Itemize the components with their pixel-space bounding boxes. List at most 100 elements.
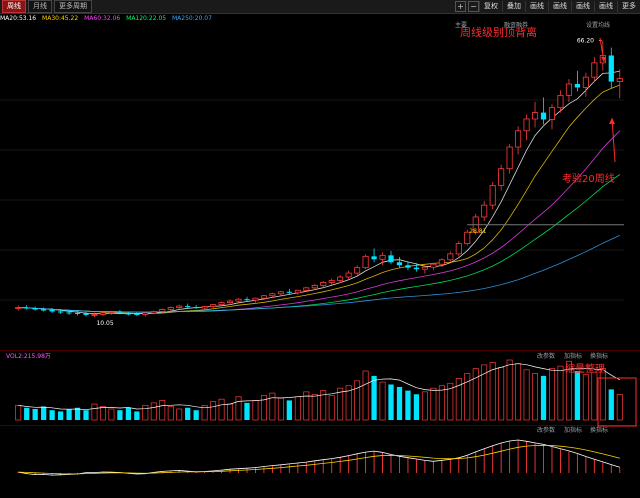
volume-bar	[362, 370, 369, 421]
macd-dea-line	[18, 444, 620, 475]
volume-bar	[210, 401, 217, 421]
candle-body	[582, 76, 589, 88]
volume-bar	[472, 368, 479, 421]
candle-body	[548, 107, 556, 120]
macd-dif-line	[18, 439, 620, 476]
toolbar-item-draw-4[interactable]: 画线	[594, 1, 617, 12]
volume-bar	[125, 407, 132, 420]
volume-bar	[252, 400, 259, 421]
candle-body	[277, 291, 284, 295]
annotation-top-divergence: 周线级别顶背离	[460, 25, 537, 39]
candle-body	[498, 168, 505, 186]
ma-legend-60: MA60:32.06	[84, 15, 121, 22]
candle-body	[150, 311, 157, 314]
candle-body	[176, 305, 183, 308]
volume-bar	[260, 395, 267, 421]
candle-body	[438, 259, 445, 265]
volume-bar	[464, 373, 471, 421]
tab-monthly[interactable]: 月线	[28, 0, 52, 13]
volume-bar	[532, 373, 539, 421]
ma-line-60	[18, 235, 620, 313]
volume-bar	[371, 375, 377, 420]
annotation-arrowhead-ma20	[609, 118, 615, 124]
candle-body	[32, 308, 38, 310]
volume-bar	[582, 374, 589, 421]
tab-more-periods[interactable]: 更多周期	[54, 0, 92, 13]
candle-body	[447, 253, 454, 261]
candle-body	[430, 263, 437, 268]
volume-bar	[159, 400, 166, 421]
toolbar-item-draw-3[interactable]: 画线	[571, 1, 594, 12]
ma-legend-30: MA30:45.22	[42, 15, 79, 22]
candle-body	[345, 272, 352, 278]
volume-bar	[193, 410, 199, 420]
volume-bar	[557, 365, 564, 421]
volume-bar	[286, 400, 292, 420]
candle-body	[244, 299, 250, 301]
volume-bar	[108, 408, 115, 421]
volume-control-params: 改参数	[537, 352, 555, 360]
volume-bar	[41, 406, 47, 420]
annotation-arrowhead-divergence	[601, 57, 606, 62]
volume-bar	[176, 408, 183, 421]
ma-line-5	[18, 70, 620, 315]
candle-body	[303, 287, 310, 291]
candle-body	[405, 265, 411, 268]
toolbar-item-overlay[interactable]: 叠加	[502, 1, 525, 12]
macd-control-add: 加指标	[564, 426, 582, 434]
volume-bar	[167, 406, 174, 421]
candle-body	[379, 254, 386, 260]
volume-bar	[218, 398, 225, 421]
candle-body	[320, 282, 327, 286]
zoom-in-button[interactable]: +	[455, 1, 466, 12]
candle-body	[252, 297, 259, 301]
overlay-label-main: 主要	[455, 21, 467, 29]
candle-body	[354, 267, 361, 274]
toolbar-item-draw-2[interactable]: 画线	[548, 1, 571, 12]
top-toolbar: 周线 月线 更多周期 + − 复权 叠加 画线 画线 画线 画线 更多	[0, 0, 640, 14]
toolbar-item-draw-1[interactable]: 画线	[525, 1, 548, 12]
candle-body	[371, 256, 377, 260]
candle-body	[311, 284, 318, 289]
ma-line-20	[18, 130, 621, 313]
volume-bar	[320, 390, 327, 421]
volume-bar	[515, 363, 522, 421]
panel-divider-volume	[0, 425, 640, 426]
volume-bar	[599, 368, 606, 421]
volume-bar	[24, 407, 30, 420]
volume-bar	[227, 403, 234, 421]
toolbar-item-adjust[interactable]: 复权	[479, 1, 502, 12]
volume-bar	[354, 380, 361, 421]
candle-body	[455, 243, 462, 255]
ma-legend-250: MA250:20.07	[172, 15, 212, 22]
volume-bar	[134, 411, 140, 420]
candle-body	[337, 276, 344, 281]
macd-control-params: 改参数	[537, 426, 555, 434]
candle-body	[388, 255, 394, 263]
candle-body	[515, 130, 522, 148]
volume-bar	[269, 392, 276, 421]
volume-bar	[74, 407, 81, 420]
tab-weekly[interactable]: 周线	[2, 0, 26, 13]
volume-bar	[498, 366, 505, 421]
candle-body	[294, 289, 301, 294]
volume-bar	[91, 403, 98, 421]
zoom-out-button[interactable]: −	[468, 1, 479, 12]
candle-body	[591, 62, 598, 78]
volume-bar	[337, 387, 344, 421]
candle-body	[421, 266, 428, 270]
candle-body	[185, 306, 191, 308]
candle-body	[66, 312, 72, 314]
volume-bar	[201, 404, 208, 421]
candle-body	[108, 312, 115, 314]
toolbar-item-more[interactable]: 更多	[617, 1, 640, 12]
candle-body	[83, 313, 89, 315]
candle-body	[489, 185, 496, 206]
volume-bar	[142, 404, 149, 421]
candle-body	[269, 293, 276, 297]
volume-bar	[591, 371, 598, 421]
candle-body	[574, 84, 581, 88]
candle-body	[235, 298, 242, 302]
candle-body	[142, 312, 149, 315]
